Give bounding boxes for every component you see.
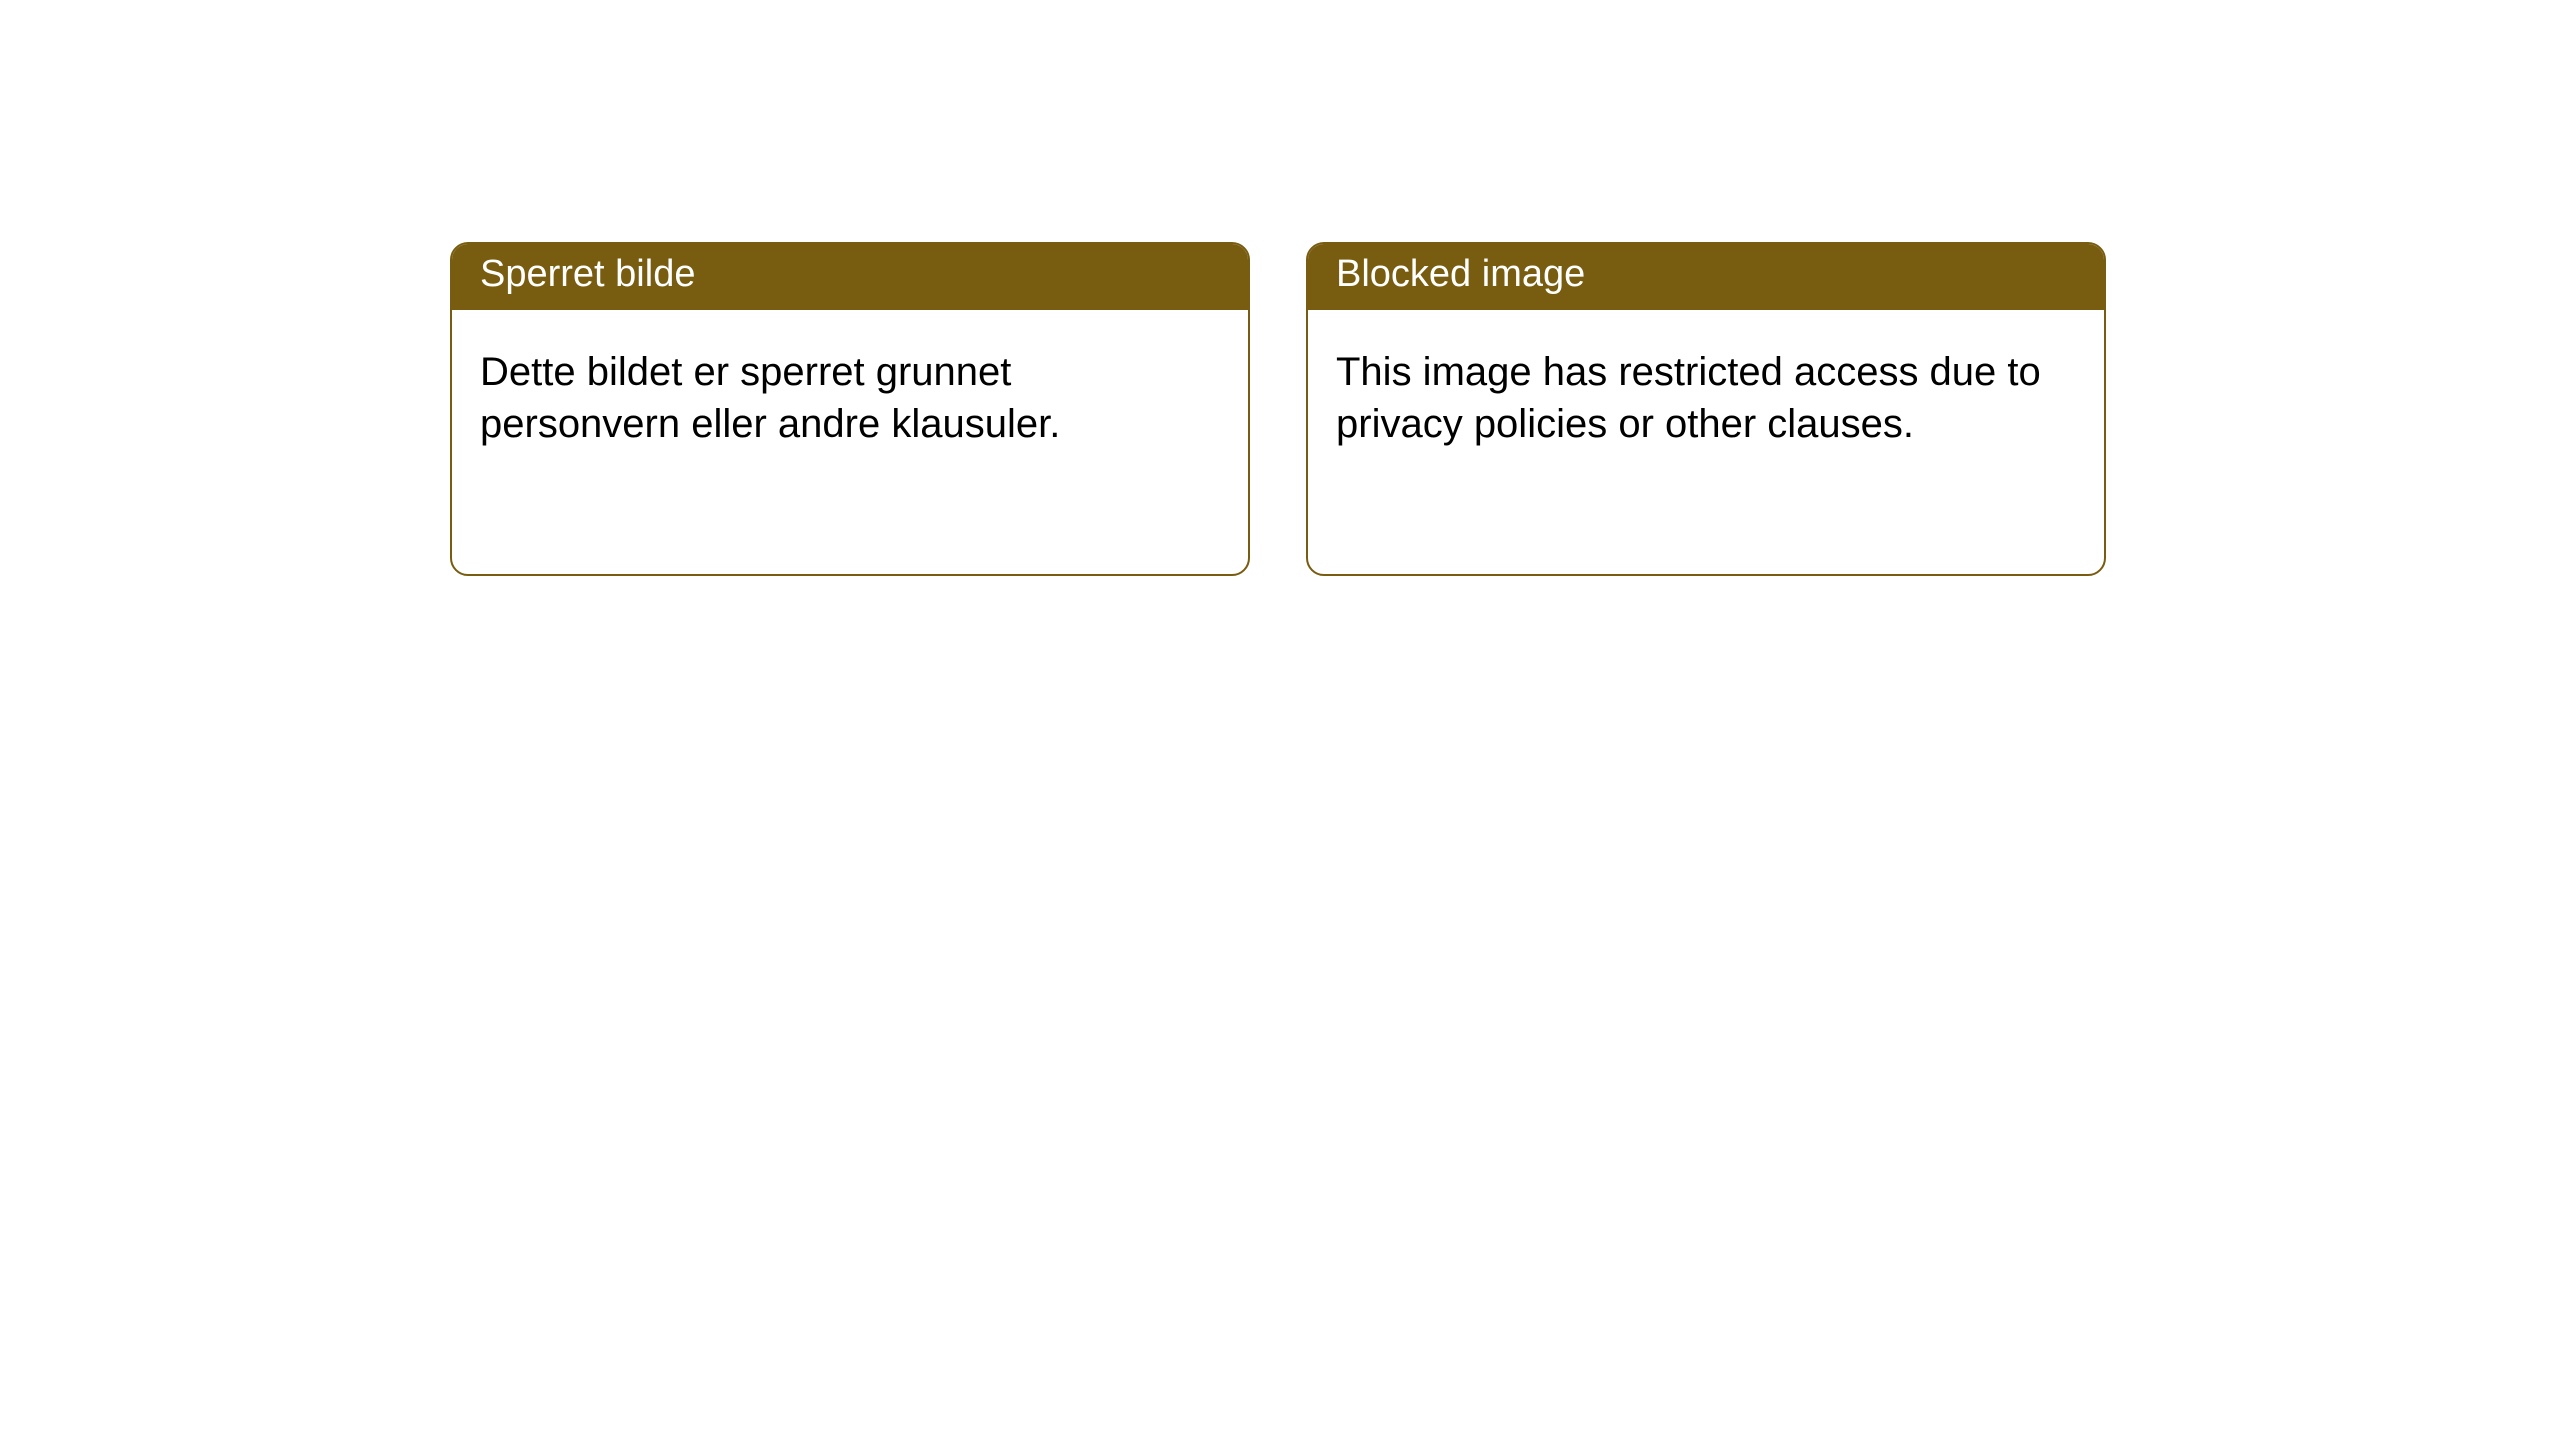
- card-header: Sperret bilde: [452, 244, 1248, 310]
- notice-card-english: Blocked image This image has restricted …: [1306, 242, 2106, 576]
- notice-card-norwegian: Sperret bilde Dette bildet er sperret gr…: [450, 242, 1250, 576]
- card-body-text: Dette bildet er sperret grunnet personve…: [480, 350, 1060, 446]
- card-header: Blocked image: [1308, 244, 2104, 310]
- card-title: Sperret bilde: [480, 253, 695, 295]
- card-body: This image has restricted access due to …: [1308, 310, 2104, 478]
- notice-container: Sperret bilde Dette bildet er sperret gr…: [0, 0, 2560, 576]
- card-body: Dette bildet er sperret grunnet personve…: [452, 310, 1248, 478]
- card-body-text: This image has restricted access due to …: [1336, 350, 2041, 446]
- card-title: Blocked image: [1336, 253, 1585, 295]
